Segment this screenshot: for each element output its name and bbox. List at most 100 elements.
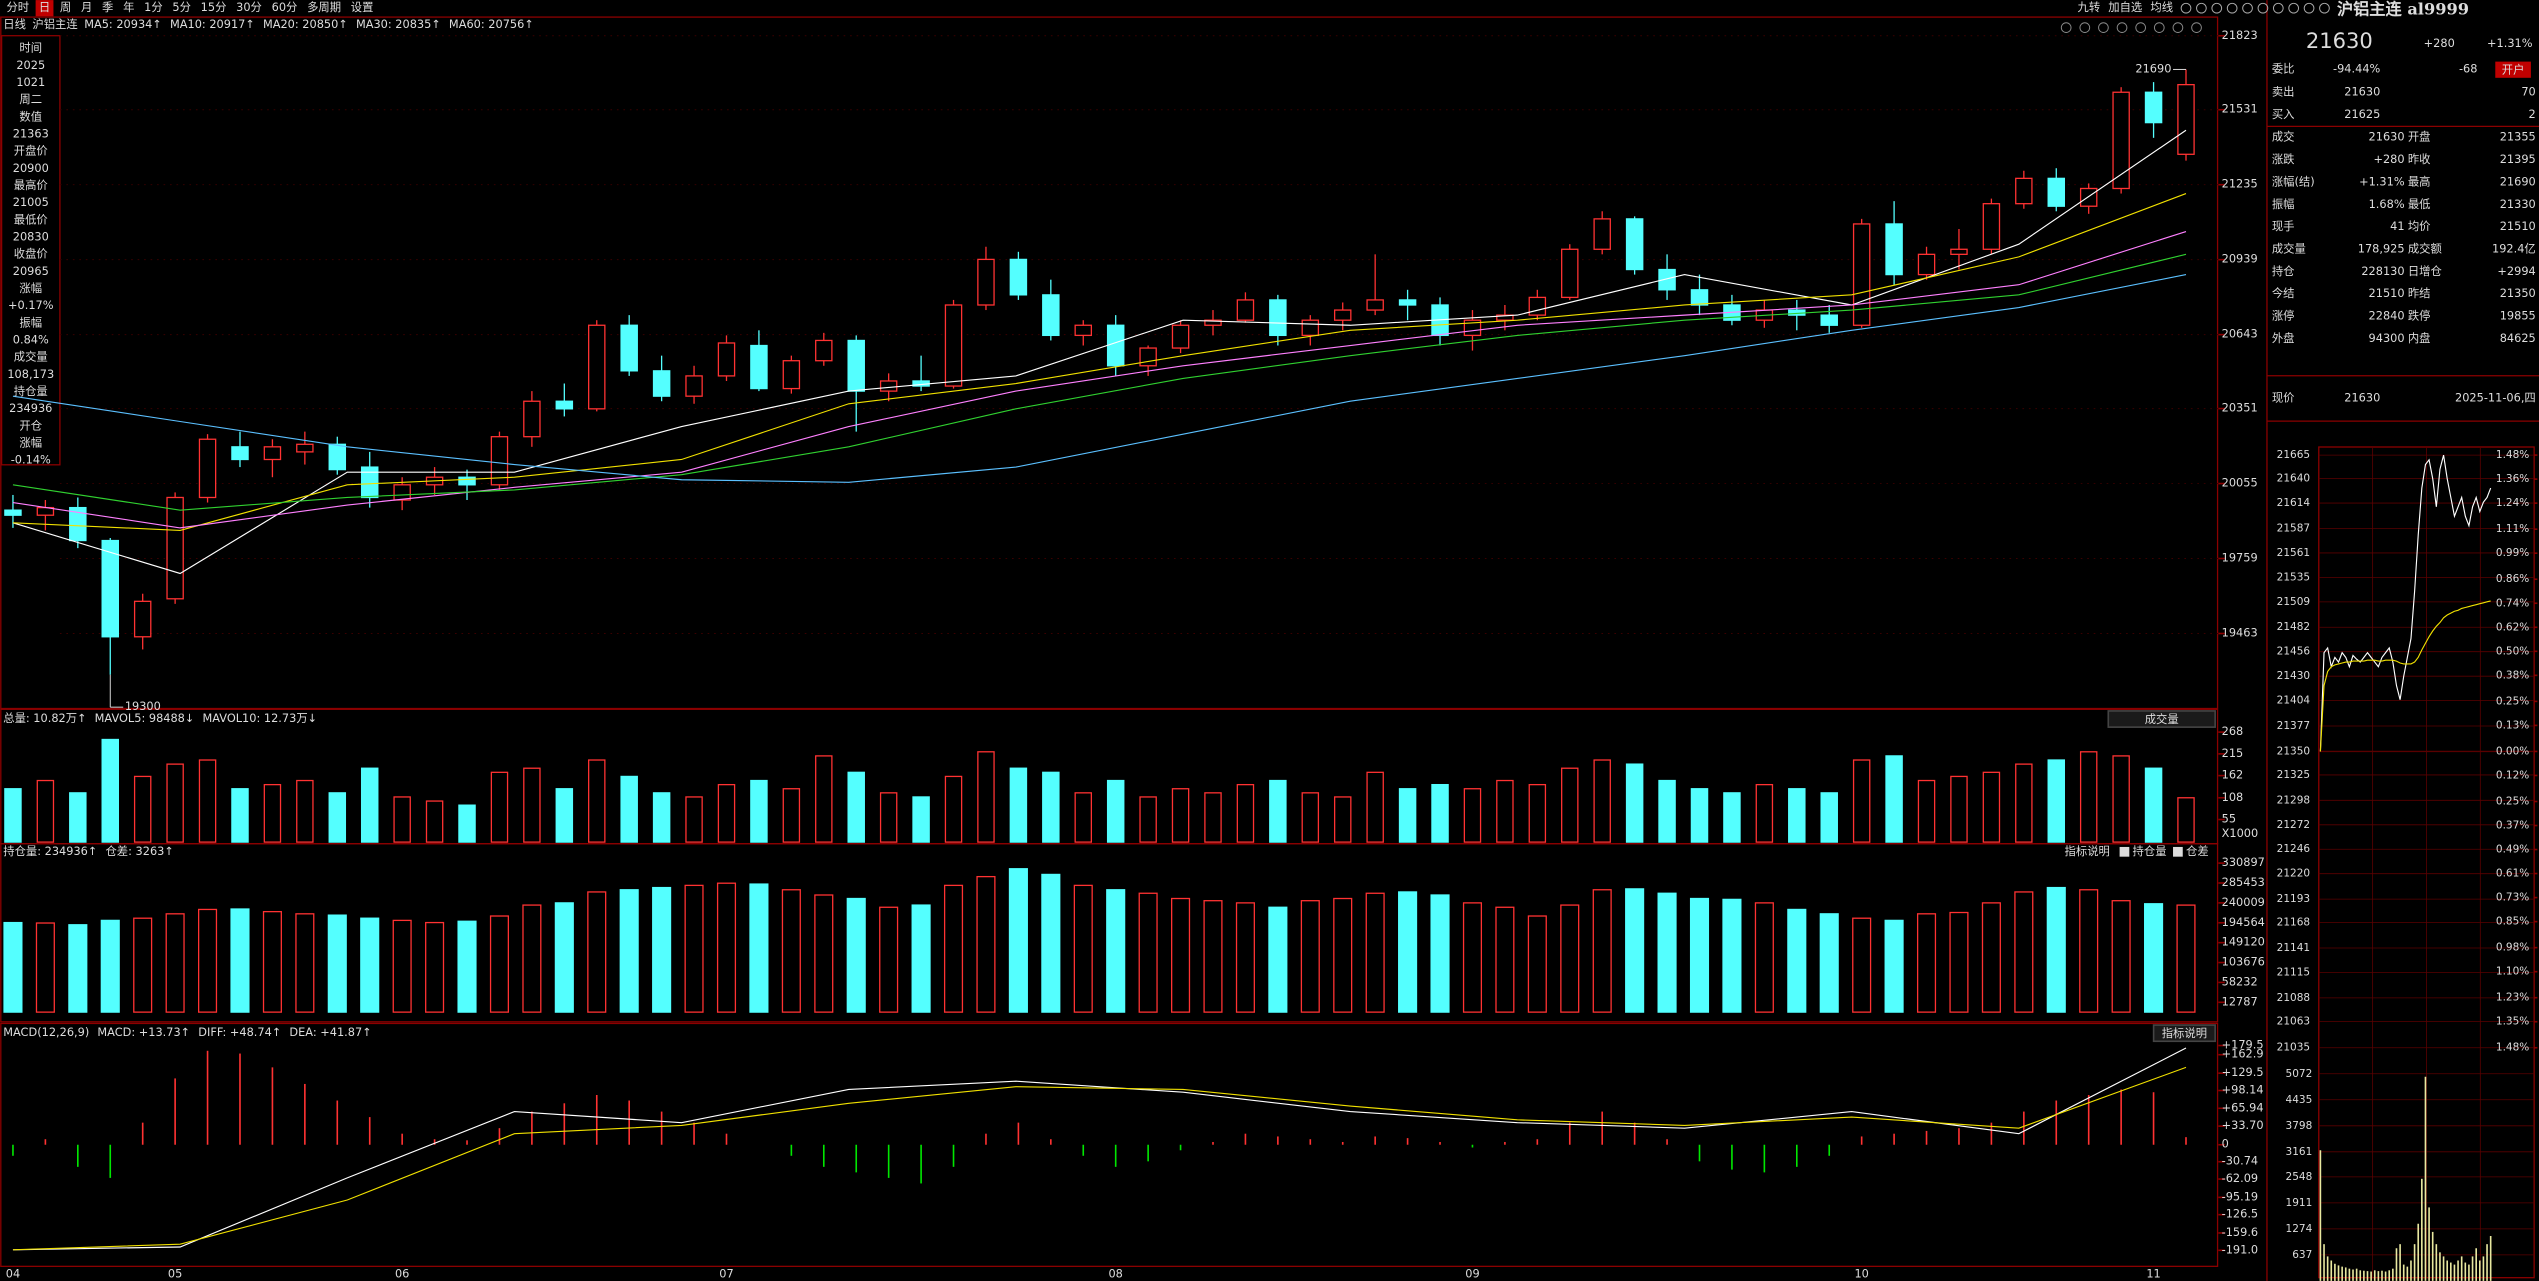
toolbar-tab[interactable]: 日 xyxy=(39,0,50,14)
tool-icon[interactable] xyxy=(2226,2,2238,14)
tool-icon[interactable] xyxy=(2257,2,2269,14)
indicator-button[interactable]: 指标说明 xyxy=(2065,844,2110,858)
tool-icon[interactable] xyxy=(2180,2,2192,14)
toolbar-tab[interactable]: 5分 xyxy=(172,0,191,14)
chart-tool-icon[interactable] xyxy=(2079,22,2091,33)
chart-tool-icon[interactable] xyxy=(2098,22,2109,33)
chart-tool-icon[interactable] xyxy=(2060,22,2072,33)
tool-icon[interactable] xyxy=(2303,2,2315,14)
quote-value: 178,925 xyxy=(2358,241,2405,255)
chart-tool-icon[interactable] xyxy=(2135,22,2147,33)
panel-header: MACD: +13.73↑ xyxy=(97,1025,190,1039)
position-bar xyxy=(1657,892,1677,1013)
tool-icon[interactable] xyxy=(2319,2,2330,14)
info-item: 20965 xyxy=(13,264,49,278)
toolbar-tab[interactable]: 60分 xyxy=(272,0,298,14)
y-tick-label: 194564 xyxy=(2222,915,2265,929)
info-item: +0.17% xyxy=(8,298,54,312)
info-item: 涨幅 xyxy=(19,435,42,449)
candle-body xyxy=(328,443,347,471)
y2-tick-label: 0.37% xyxy=(2496,820,2529,832)
position-bar xyxy=(1300,900,1320,1013)
dropdown[interactable] xyxy=(2107,710,2216,728)
quote-change: +280 xyxy=(2424,36,2455,50)
checkbox[interactable] xyxy=(2119,846,2130,857)
dea-line xyxy=(12,1066,2187,1251)
y-tick-label: 21456 xyxy=(2277,646,2311,658)
checkbox[interactable] xyxy=(2173,846,2183,857)
y-tick-label: 21404 xyxy=(2277,695,2311,707)
candle-body xyxy=(1528,296,1547,316)
position-bar xyxy=(1560,904,1580,1013)
volume-bar xyxy=(2015,763,2033,843)
dropdown-label[interactable]: 成交量 xyxy=(2145,712,2179,726)
y-tick-label: -62.09 xyxy=(2222,1171,2259,1185)
y-tick-label: 21246 xyxy=(2277,843,2311,855)
indicator-button-box[interactable] xyxy=(2152,1024,2216,1043)
candle-body xyxy=(360,466,379,499)
tool-icon[interactable] xyxy=(2196,2,2207,14)
indicator-button[interactable]: 持仓量 xyxy=(2133,844,2167,858)
toolbar-tab[interactable]: 分时 xyxy=(6,0,29,14)
volume-bar xyxy=(1917,779,1936,843)
candle-body xyxy=(1009,258,1028,296)
candle-body xyxy=(1171,324,1190,349)
position-bar xyxy=(1365,892,1385,1013)
volume-bar xyxy=(944,775,963,843)
toolbar-tab[interactable]: 15分 xyxy=(201,0,227,14)
position-bar xyxy=(327,914,347,1013)
volume-bar xyxy=(1788,788,1806,843)
candle-body xyxy=(588,324,606,410)
position-bar xyxy=(1268,906,1288,1013)
toolbar-tab[interactable]: 年 xyxy=(123,0,134,14)
toolbar-button[interactable]: 均线 xyxy=(2150,0,2173,14)
candle-body xyxy=(2015,177,2033,205)
tool-icon[interactable] xyxy=(2288,2,2300,14)
volume-unit: X1000 xyxy=(2222,826,2259,840)
volume-bar xyxy=(1625,763,1644,843)
volume-bar xyxy=(1528,783,1547,843)
indicator-button[interactable]: 指标说明 xyxy=(2162,1026,2207,1040)
y-tick-label: 21587 xyxy=(2277,522,2310,534)
toolbar-tab[interactable]: 1分 xyxy=(144,0,163,14)
tool-icon[interactable] xyxy=(2211,2,2223,14)
y2-tick-label: 0.86% xyxy=(2496,573,2529,585)
toolbar-tab[interactable]: 季 xyxy=(102,0,113,14)
position-bar xyxy=(1430,894,1450,1013)
toolbar-tab[interactable]: 多周期 xyxy=(307,0,341,14)
ma-legend: MA5: 20934↑ xyxy=(84,17,162,31)
y2-tick-label: 0.98% xyxy=(2496,942,2529,954)
quote-value: 21630 xyxy=(2344,84,2380,98)
indicator-button[interactable]: 仓差 xyxy=(2186,844,2209,858)
toolbar-tab[interactable]: 月 xyxy=(81,0,92,14)
candle-body xyxy=(523,400,541,438)
candle-body xyxy=(685,375,703,397)
y-tick-label: 21509 xyxy=(2277,596,2310,608)
toolbar-tab[interactable]: 设置 xyxy=(351,0,374,14)
chart-tool-icon[interactable] xyxy=(2116,22,2128,33)
ma-line xyxy=(12,129,2187,575)
quote-value: 21330 xyxy=(2500,197,2536,211)
info-item: 时间 xyxy=(19,41,42,55)
toolbar-tab[interactable]: 周 xyxy=(60,0,71,14)
chart-tool-icon[interactable] xyxy=(2191,22,2202,33)
toolbar-button[interactable]: 九转 xyxy=(2078,0,2101,14)
open-account-label[interactable]: 开户 xyxy=(2502,63,2525,77)
y-tick-label: 21430 xyxy=(2277,670,2310,682)
volume-bar xyxy=(1398,788,1417,843)
y2-tick-label: 1.23% xyxy=(2496,992,2529,1004)
tool-icon[interactable] xyxy=(2272,2,2284,14)
info-item: 108,173 xyxy=(7,367,54,381)
y-tick-label: 21482 xyxy=(2277,621,2310,633)
y2-tick-label: 1.48% xyxy=(2496,449,2529,461)
x-tick-label: 07 xyxy=(719,1266,733,1280)
info-item: 234936 xyxy=(9,401,52,415)
volume-bar xyxy=(1333,796,1352,843)
chart-tool-icon[interactable] xyxy=(2153,22,2165,33)
tool-icon[interactable] xyxy=(2242,2,2253,14)
quote-label: 涨幅(结) xyxy=(2272,174,2315,188)
toolbar-tab[interactable]: 30分 xyxy=(236,0,262,14)
open-account-button[interactable] xyxy=(2495,61,2531,78)
toolbar-button[interactable]: 加自选 xyxy=(2108,0,2142,14)
chart-tool-icon[interactable] xyxy=(2172,22,2184,33)
